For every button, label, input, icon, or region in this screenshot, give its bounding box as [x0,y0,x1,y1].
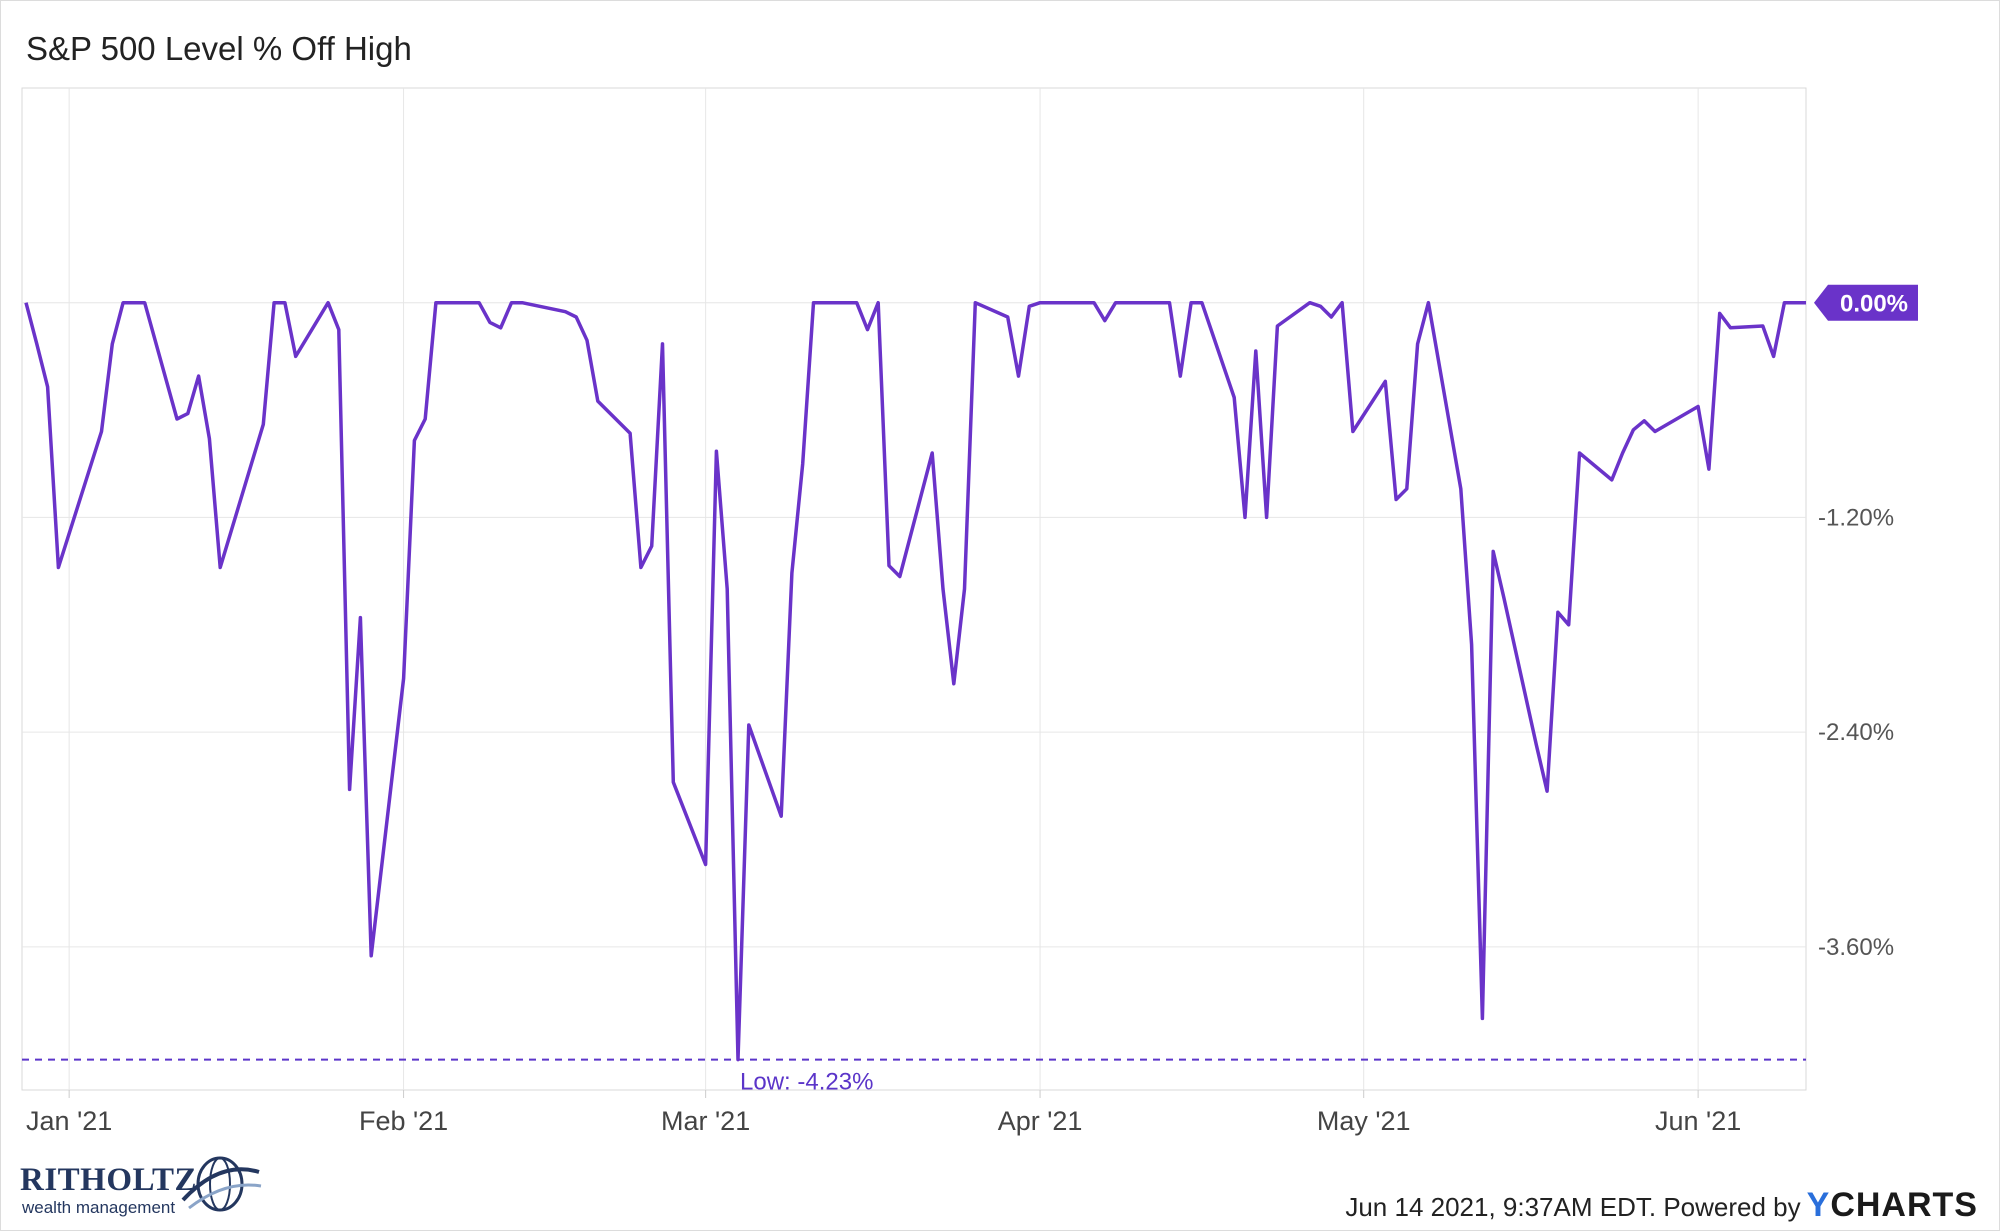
y-tick-label: -2.40% [1818,719,1894,746]
last-value-badge-group: 0.00% [1814,284,1918,321]
series-group [24,300,1806,1062]
logo-name: RITHOLTZ [20,1162,198,1198]
chart-title: S&P 500 Level % Off High [26,30,412,67]
plot-area [21,87,1807,1091]
x-tick-label: Mar '21 [661,1106,750,1136]
footer: Jun 14 2021, 9:37AM EDT. Powered by YCHA… [1345,1186,1978,1225]
logo-subtitle: wealth management [22,1198,176,1217]
low-line-group: Low: -4.23% [22,1058,1806,1096]
timestamp: Jun 14 2021, 9:37AM EDT. [1345,1192,1657,1222]
y-tick-label: -1.20% [1818,504,1894,531]
ycharts-logo[interactable]: YCHARTS [1807,1186,1978,1225]
last-value-label: 0.00% [1840,291,1908,318]
x-tick-label: Feb '21 [359,1106,448,1136]
powered-by-label: Powered by [1663,1192,1801,1222]
low-line-label: Low: -4.23% [740,1069,873,1096]
x-tick-label: Apr '21 [998,1106,1083,1136]
y-tick-label: -3.60% [1818,934,1894,961]
ycharts-logo-text: CHARTS [1830,1186,1978,1224]
y-axis: -1.20% -2.40% -3.60% [1818,504,1894,960]
ritholtz-logo: RITHOLTZ wealth management [20,1150,262,1220]
last-value-badge [1814,284,1918,321]
x-axis: Jan '21 Feb '21 Mar '21 Apr '21 May '21 Jun '… [26,1106,1741,1136]
logo-globe-icon [181,1156,262,1212]
ycharts-logo-y: Y [1806,1186,1831,1224]
x-tick-label: May '21 [1317,1106,1411,1136]
grid [21,87,1807,1098]
x-tick-label: Jan '21 [26,1106,112,1136]
series-line [24,300,1806,1062]
x-tick-label: Jun '21 [1655,1106,1741,1136]
